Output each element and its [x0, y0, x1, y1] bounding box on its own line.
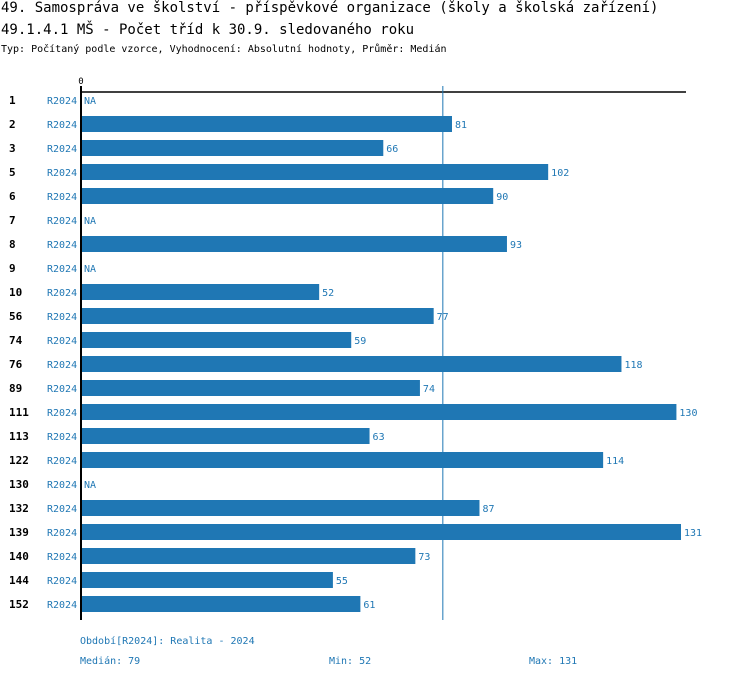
category-label: 111: [9, 406, 29, 419]
bar: [81, 380, 420, 396]
period-label: R2024: [47, 168, 77, 179]
period-label: R2024: [47, 336, 77, 347]
category-label: 3: [9, 142, 16, 155]
period-label: R2024: [47, 144, 77, 155]
value-label: 87: [482, 504, 494, 515]
category-label: 89: [9, 382, 22, 395]
value-label: 73: [418, 552, 430, 563]
value-label: 131: [684, 528, 702, 539]
period-label: R2024: [47, 528, 77, 539]
median-stat: Medián: 79: [80, 656, 141, 667]
bar: [81, 284, 320, 300]
category-label: 9: [9, 262, 16, 275]
value-label: 77: [437, 312, 449, 323]
bar: [81, 548, 416, 564]
category-label: 139: [9, 526, 29, 539]
category-label: 130: [9, 478, 29, 491]
category-label: 2: [9, 118, 16, 131]
x-tick-label: 0: [78, 77, 83, 87]
bar: [81, 452, 604, 468]
value-label: 118: [624, 360, 642, 371]
period-label: R2024: [47, 192, 77, 203]
category-label: 1: [9, 94, 16, 107]
value-label: 59: [354, 336, 366, 347]
period-label: R2024: [47, 504, 77, 515]
category-label: 56: [9, 310, 23, 323]
period-label: R2024: [47, 576, 77, 587]
chart-title: 49. Samospráva ve školství - příspěvkové…: [1, 0, 659, 16]
period-label: R2024: [47, 312, 77, 323]
bar: [81, 308, 434, 324]
value-label: 66: [386, 144, 398, 155]
category-label: 7: [9, 214, 16, 227]
bar: [81, 428, 370, 444]
category-label: 76: [9, 358, 23, 371]
value-label: 74: [423, 384, 435, 395]
period-label: R2024: [47, 456, 77, 467]
period-label: R2024: [47, 288, 77, 299]
period-label: R2024: [47, 96, 77, 107]
period-legend: Období[R2024]: Realita - 2024: [80, 636, 255, 647]
category-label: 10: [9, 286, 22, 299]
chart-subtitle: 49.1.4.1 MŠ - Počet tříd k 30.9. sledova…: [1, 22, 415, 38]
category-label: 8: [9, 238, 16, 251]
value-label: 55: [336, 576, 348, 587]
na-label: NA: [84, 216, 96, 227]
category-label: 140: [9, 550, 29, 563]
period-label: R2024: [47, 264, 77, 275]
period-label: R2024: [47, 360, 77, 371]
bar: [81, 500, 480, 516]
value-label: 81: [455, 120, 467, 131]
bar: [81, 236, 507, 252]
bar: [81, 404, 677, 420]
bar: [81, 188, 494, 204]
period-label: R2024: [47, 480, 77, 491]
category-label: 132: [9, 502, 29, 515]
value-label: 63: [373, 432, 385, 443]
category-label: 6: [9, 190, 16, 203]
category-label: 152: [9, 598, 29, 611]
bar: [81, 140, 384, 156]
value-label: 52: [322, 288, 334, 299]
value-label: 102: [551, 168, 569, 179]
category-label: 113: [9, 430, 29, 443]
bar: [81, 356, 622, 372]
period-label: R2024: [47, 600, 77, 611]
value-label: 93: [510, 240, 522, 251]
value-label: 114: [606, 456, 624, 467]
period-label: R2024: [47, 552, 77, 563]
chart-info: Typ: Počítaný podle vzorce, Vyhodnocení:…: [1, 44, 447, 55]
period-label: R2024: [47, 408, 77, 419]
period-label: R2024: [47, 240, 77, 251]
period-label: R2024: [47, 384, 77, 395]
period-label: R2024: [47, 432, 77, 443]
category-label: 144: [9, 574, 29, 587]
bar: [81, 164, 549, 180]
min-stat: Min: 52: [329, 656, 372, 667]
na-label: NA: [84, 480, 96, 491]
bar: [81, 524, 681, 540]
period-label: R2024: [47, 216, 77, 227]
bar: [81, 332, 352, 348]
category-label: 5: [9, 166, 16, 179]
category-label: 122: [9, 454, 29, 467]
bar: [81, 116, 452, 132]
bar-chart: 0 1 R2024 NA 2 R2024 81 3 R2024 66 5 R2024 102 6 R2024…: [9, 77, 702, 620]
value-label: 130: [679, 408, 697, 419]
bar: [81, 572, 333, 588]
na-label: NA: [84, 96, 96, 107]
value-label: 90: [496, 192, 508, 203]
period-label: R2024: [47, 120, 77, 131]
bar: [81, 596, 361, 612]
na-label: NA: [84, 264, 96, 275]
value-label: 61: [363, 600, 375, 611]
category-label: 74: [9, 334, 23, 347]
max-stat: Max: 131: [529, 656, 578, 667]
